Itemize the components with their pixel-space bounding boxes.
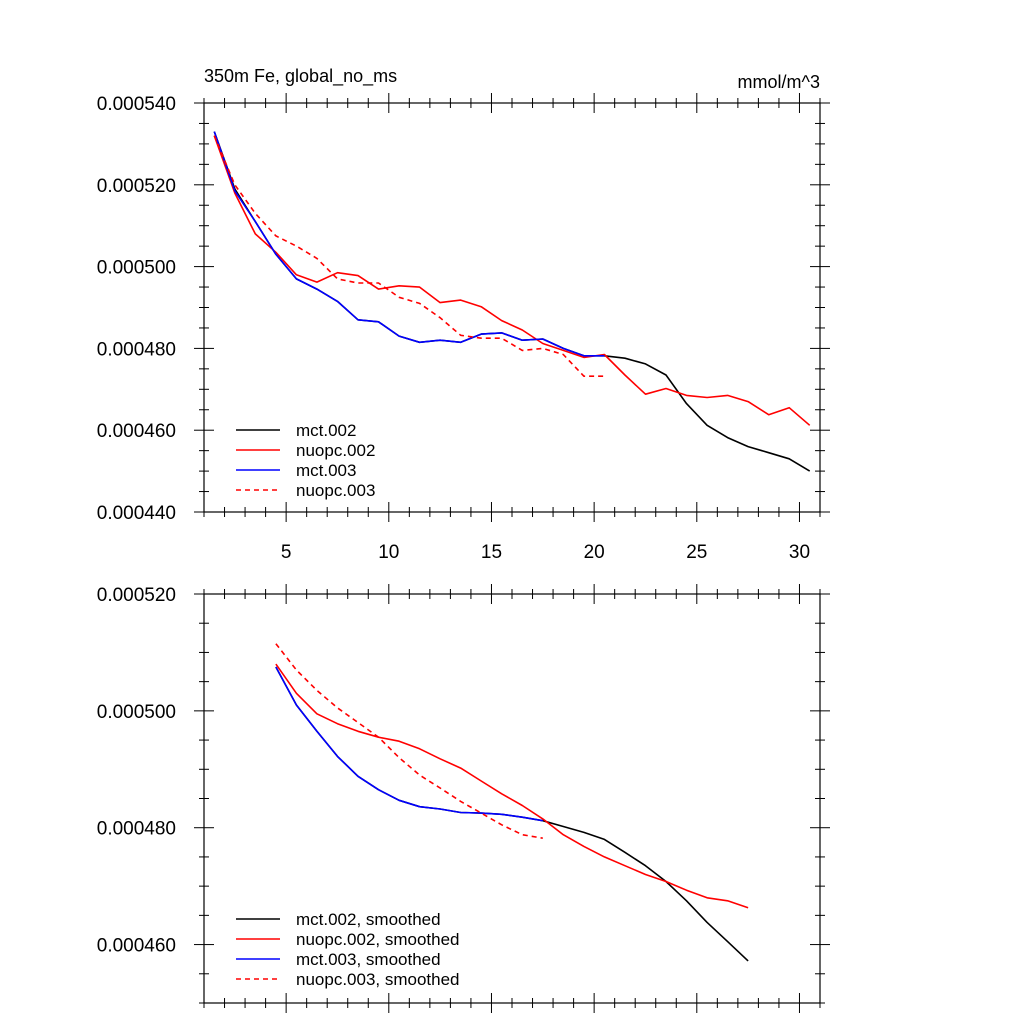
series-line-nuopc002: [213, 135, 811, 426]
y-tick-label: 0.000540: [97, 94, 176, 115]
legend-label-mct003: mct.003: [296, 461, 356, 480]
x-tick-label: 30: [789, 542, 810, 563]
series-line-nuopc003: [275, 643, 543, 839]
x-tick-label: 5: [281, 542, 292, 563]
series-lines: [275, 643, 749, 962]
y-tick-label: 0.000500: [97, 702, 176, 723]
y-tick-label: 0.000440: [97, 503, 176, 524]
x-tick-label: 15: [481, 542, 502, 563]
y-tick-label: 0.000520: [97, 585, 176, 606]
chart-title: 350m Fe, global_no_ms: [204, 66, 397, 87]
legend-label-mct003: mct.003, smoothed: [296, 950, 441, 969]
y-tick-label: 0.000460: [97, 421, 176, 442]
axis-tick-labels: 5 10 15 20 25 30 0.000440 0.000460 0.000480 0.000…: [97, 94, 810, 563]
legend-label-nuopc002: nuopc.002: [296, 441, 375, 460]
series-line-nuopc003: [213, 135, 605, 378]
y-tick-label: 0.000520: [97, 176, 176, 197]
y-tick-label: 0.000500: [97, 258, 176, 279]
bottom-panel: 0.000460 0.000480 0.000500 0.000520 mct.002…: [97, 584, 830, 1013]
y-tick-label: 0.000460: [97, 936, 176, 957]
legend-label-nuopc003: nuopc.003: [296, 481, 375, 500]
y-tick-label: 0.000480: [97, 339, 176, 360]
legend-label-nuopc003: nuopc.003, smoothed: [296, 970, 460, 989]
legend-label-mct002: mct.002, smoothed: [296, 910, 441, 929]
series-lines: [213, 131, 811, 472]
x-tick-label: 10: [378, 542, 399, 563]
axis-tick-labels: 0.000460 0.000480 0.000500 0.000520: [97, 585, 176, 957]
series-line-mct003: [275, 666, 543, 822]
legend-label-nuopc002: nuopc.002, smoothed: [296, 930, 460, 949]
legend-label-mct002: mct.002: [296, 421, 356, 440]
series-line-nuopc002: [275, 663, 749, 909]
axis-ticks: [194, 93, 830, 522]
top-panel: 350m Fe, global_no_ms mmol/m^3 5 10 15 20 25…: [97, 66, 830, 563]
y-tick-label: 0.000480: [97, 819, 176, 840]
series-line-mct003: [213, 131, 605, 357]
x-tick-label: 20: [584, 542, 605, 563]
units-label: mmol/m^3: [738, 72, 820, 92]
x-tick-label: 25: [686, 542, 707, 563]
axis-ticks: [194, 584, 830, 1013]
